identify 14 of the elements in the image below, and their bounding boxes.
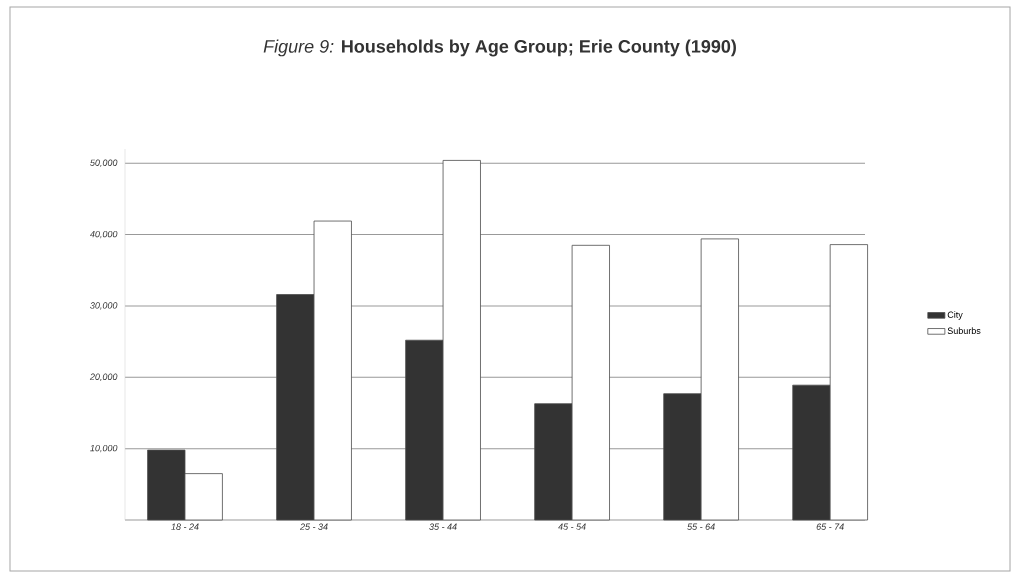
legend-label: Suburbs (947, 327, 981, 334)
x-tick-label: 18 - 24 (171, 523, 199, 530)
y-tick-label: 10,000 (90, 444, 118, 453)
y-tick-label: 30,000 (90, 302, 118, 310)
y-tick-label: 20,000 (89, 373, 118, 382)
x-tick-label: 65 - 74 (816, 523, 844, 530)
x-tick-label: 25 - 34 (299, 523, 328, 530)
y-tick-label: 50,000 (90, 159, 118, 167)
x-tick-label: 45 - 54 (558, 523, 586, 530)
y-tick-label: 40,000 (90, 230, 118, 239)
legend-label: City (947, 311, 963, 320)
chart-title: Figure 9: Households by Age Group; Erie County (1990) (263, 39, 736, 57)
x-tick-label: 35 - 44 (429, 523, 457, 530)
x-tick-label: 55 - 64 (687, 523, 715, 530)
